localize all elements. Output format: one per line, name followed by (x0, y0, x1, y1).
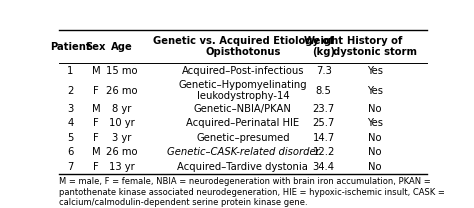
Text: 6: 6 (67, 147, 73, 157)
Text: M = male, F = female, NBIA = neurodegeneration with brain iron accumulation, PKA: M = male, F = female, NBIA = neurodegene… (59, 177, 445, 207)
Text: Genetic–CASK-related disorder: Genetic–CASK-related disorder (166, 147, 319, 157)
Text: F: F (93, 119, 99, 129)
Text: Acquired–Tardive dystonia: Acquired–Tardive dystonia (177, 162, 309, 172)
Text: 3: 3 (67, 104, 73, 114)
Text: 23.7: 23.7 (313, 104, 335, 114)
Text: No: No (368, 104, 382, 114)
Text: 4: 4 (67, 119, 73, 129)
Text: 7: 7 (67, 162, 73, 172)
Text: 8 yr: 8 yr (112, 104, 131, 114)
Text: M: M (91, 147, 100, 157)
Text: 25.7: 25.7 (312, 119, 335, 129)
Text: Genetic vs. Acquired Etiology of
Opisthotonus: Genetic vs. Acquired Etiology of Opistho… (153, 36, 333, 57)
Text: Genetic–presumed: Genetic–presumed (196, 133, 290, 143)
Text: Genetic–Hypomyelinating
leukodystrophy-14: Genetic–Hypomyelinating leukodystrophy-1… (179, 80, 307, 102)
Text: No: No (368, 162, 382, 172)
Text: M: M (91, 66, 100, 76)
Text: 34.4: 34.4 (313, 162, 335, 172)
Text: 13 yr: 13 yr (109, 162, 135, 172)
Text: No: No (368, 133, 382, 143)
Text: 8.5: 8.5 (316, 86, 332, 96)
Text: M: M (91, 104, 100, 114)
Text: Yes: Yes (367, 66, 383, 76)
Text: 15 mo: 15 mo (106, 66, 137, 76)
Text: F: F (93, 162, 99, 172)
Text: F: F (93, 86, 99, 96)
Text: History of
dystonic storm: History of dystonic storm (333, 36, 417, 57)
Text: 2: 2 (67, 86, 73, 96)
Text: Age: Age (111, 42, 133, 52)
Text: Sex: Sex (86, 42, 106, 52)
Text: F: F (93, 133, 99, 143)
Text: Genetic–NBIA/PKAN: Genetic–NBIA/PKAN (194, 104, 292, 114)
Text: 12.2: 12.2 (312, 147, 335, 157)
Text: Yes: Yes (367, 86, 383, 96)
Text: Patient: Patient (50, 42, 91, 52)
Text: No: No (368, 147, 382, 157)
Text: 7.3: 7.3 (316, 66, 332, 76)
Text: 10 yr: 10 yr (109, 119, 135, 129)
Text: Acquired–Post-infectious: Acquired–Post-infectious (182, 66, 304, 76)
Text: Yes: Yes (367, 119, 383, 129)
Text: 3 yr: 3 yr (112, 133, 131, 143)
Text: 26 mo: 26 mo (106, 86, 137, 96)
Text: 26 mo: 26 mo (106, 147, 137, 157)
Text: 5: 5 (67, 133, 73, 143)
Text: Weight
(kg): Weight (kg) (304, 36, 344, 57)
Text: 14.7: 14.7 (313, 133, 335, 143)
Text: Acquired–Perinatal HIE: Acquired–Perinatal HIE (186, 119, 300, 129)
Text: 1: 1 (67, 66, 73, 76)
